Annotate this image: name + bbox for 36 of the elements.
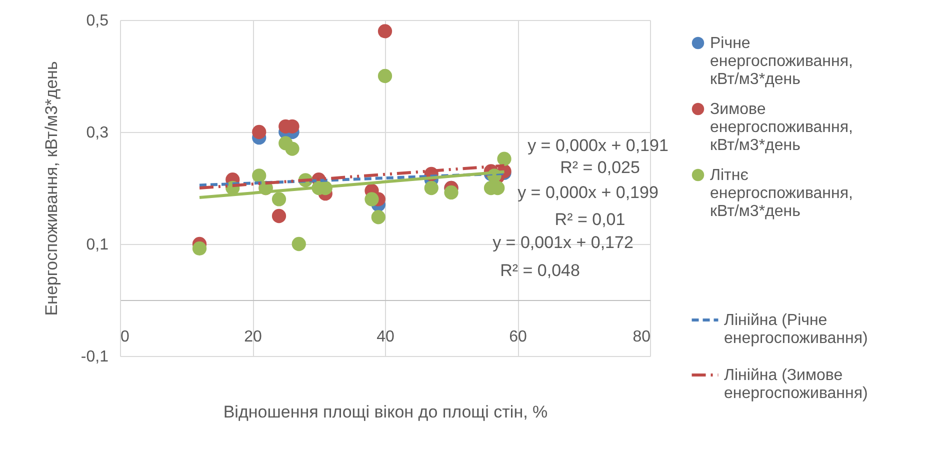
point <box>371 210 386 224</box>
point <box>272 192 286 206</box>
point <box>424 180 438 196</box>
point <box>364 192 379 206</box>
x-tick-label: 0 <box>120 328 130 346</box>
point <box>285 142 300 156</box>
y-tick-label: 0,3 <box>86 124 109 142</box>
point <box>272 208 286 224</box>
annotation: y = 0,000x + 0,199 <box>518 183 658 202</box>
point <box>378 68 392 84</box>
annotation: R² = 0,048 <box>500 261 580 280</box>
y-tick-label: -0,1 <box>80 348 109 366</box>
legend-label: Річне енергоспоживання, кВт/м3*день <box>710 35 853 88</box>
legend-label: Літнє енергоспоживання, кВт/м3*день <box>710 167 853 220</box>
legend-label: Лінійна (Річне енергоспоживання) <box>724 312 868 347</box>
point <box>252 168 266 183</box>
point <box>497 152 512 166</box>
legend-label: Лінійна (Зимове енергоспоживання) <box>724 367 868 402</box>
point <box>192 241 207 256</box>
point <box>292 236 306 252</box>
annotation: R² = 0,01 <box>554 210 626 229</box>
point <box>378 24 392 38</box>
x-tick-label: 40 <box>376 328 394 346</box>
x-tick-label: 20 <box>244 328 262 346</box>
x-tick-label: 80 <box>632 328 651 346</box>
point <box>444 185 458 200</box>
y-axis-title: Енергоспоживання, кВт/м3*день <box>42 61 61 316</box>
x-axis-title: Відношення площі вікон до площі стін, % <box>223 402 548 422</box>
annotation: y = 0,001x + 0,172 <box>492 233 634 252</box>
x-tick-label: 60 <box>509 328 527 346</box>
y-tick-label: 0,5 <box>86 12 109 30</box>
point <box>252 124 266 140</box>
y-tick-label: 0,1 <box>86 236 109 254</box>
annotation: R² = 0,025 <box>560 158 640 177</box>
legend-label: Зимове енергоспоживання, кВт/м3*день <box>710 101 853 154</box>
annotation: y = 0,000x + 0,191 <box>528 136 668 155</box>
